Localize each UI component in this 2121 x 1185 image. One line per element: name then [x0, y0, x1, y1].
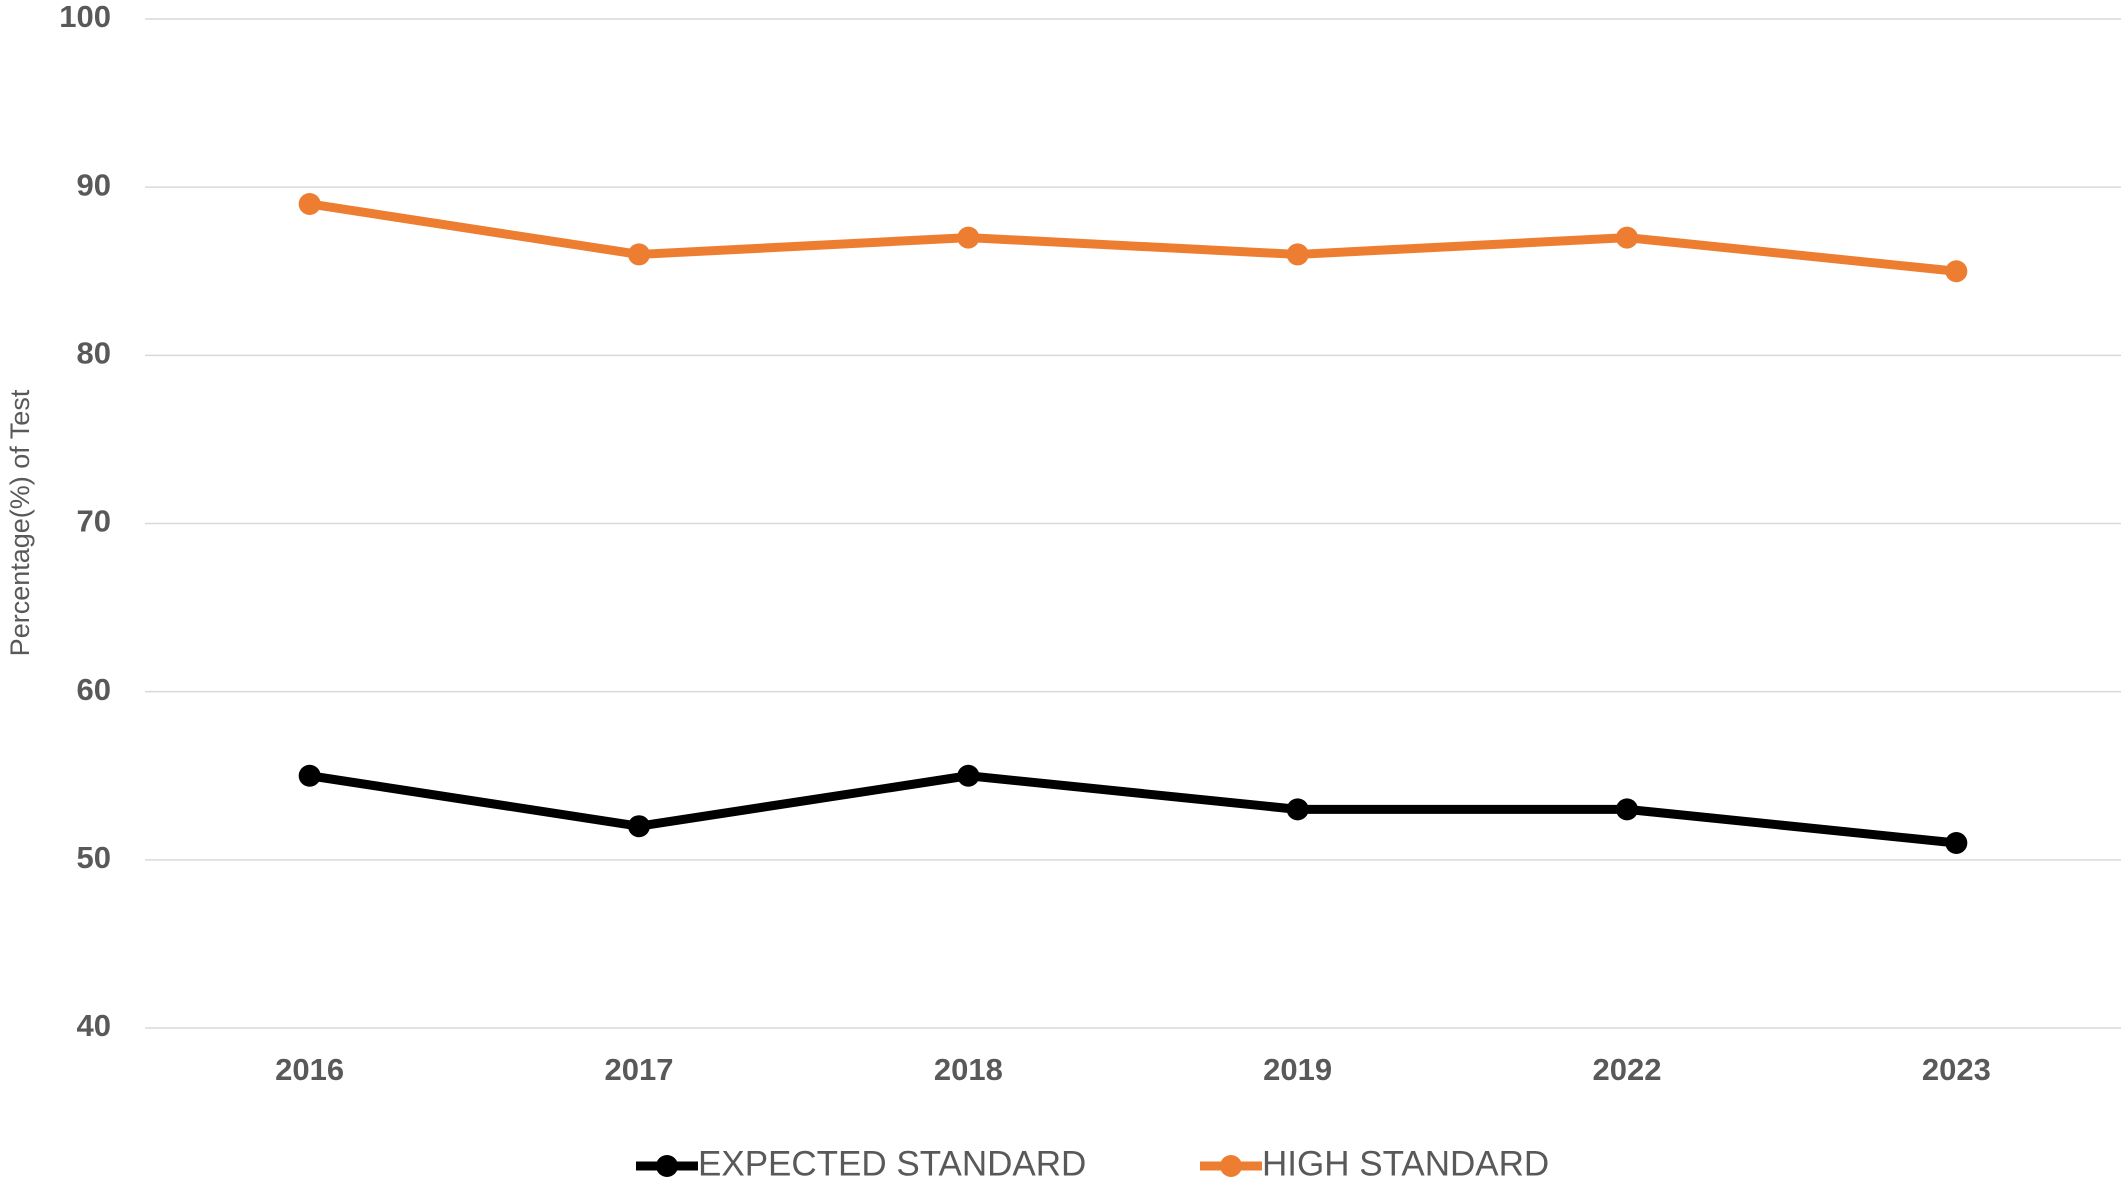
y-axis-label: Percentage(%) of Test — [5, 389, 35, 656]
y-tick-label: 60 — [77, 672, 111, 707]
x-tick-label: 2023 — [1922, 1052, 1991, 1087]
x-tick-label: 2017 — [605, 1052, 674, 1087]
point — [628, 243, 650, 266]
y-tick-label: 40 — [77, 1008, 111, 1043]
point — [957, 764, 980, 787]
point — [1945, 260, 1968, 283]
series-line — [308, 771, 1957, 848]
x-tick-label: 2022 — [1593, 1052, 1662, 1087]
series-line — [308, 199, 1957, 276]
legend-marker — [656, 1155, 678, 1177]
point — [957, 226, 980, 249]
y-tick-label: 90 — [77, 167, 111, 202]
x-tick-label: 2018 — [934, 1052, 1003, 1087]
y-tick-label: 100 — [59, 0, 111, 34]
y-tick-label: 80 — [77, 336, 111, 371]
point — [298, 192, 321, 215]
x-tick-label: 2019 — [1263, 1052, 1332, 1087]
x-tick-label: 2016 — [275, 1052, 344, 1087]
point — [628, 815, 650, 838]
point — [1945, 832, 1968, 855]
y-tick-label: 50 — [77, 840, 111, 875]
point — [1616, 226, 1638, 249]
point — [298, 764, 321, 787]
point — [1286, 798, 1309, 821]
point — [1286, 243, 1309, 266]
legend-label: HIGH STANDARD — [1262, 1144, 1549, 1183]
legend-marker — [1220, 1155, 1242, 1177]
y-tick-label: 70 — [77, 504, 111, 539]
point — [1616, 798, 1638, 821]
legend-label: EXPECTED STANDARD — [698, 1144, 1086, 1183]
